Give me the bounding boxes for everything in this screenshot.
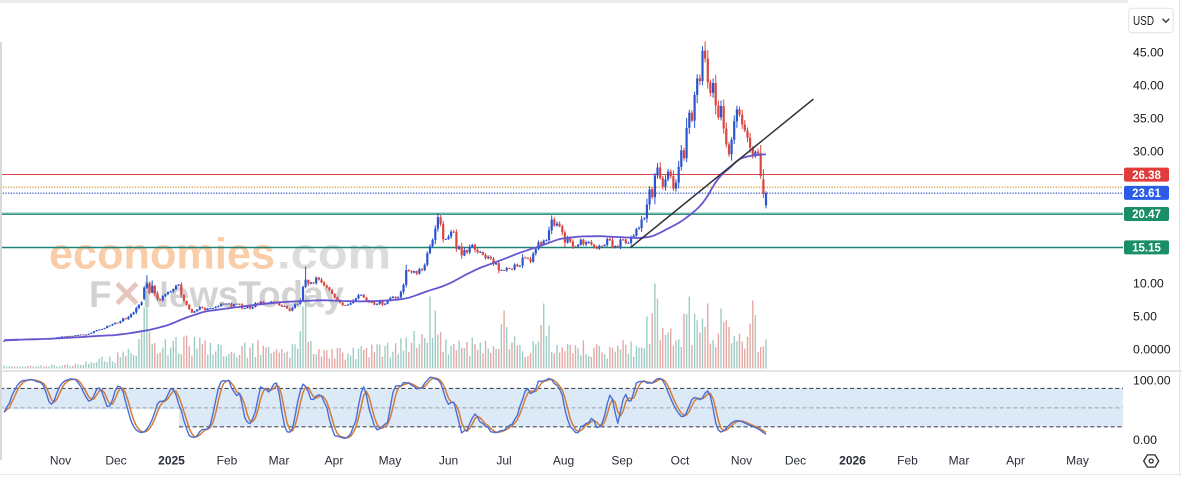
svg-text:USD: USD xyxy=(1133,13,1154,28)
svg-text:45.00: 45.00 xyxy=(1133,45,1164,59)
svg-text:Nov: Nov xyxy=(50,454,71,468)
svg-text:Feb: Feb xyxy=(217,454,238,468)
svg-text:.com: .com xyxy=(277,230,391,279)
svg-text:23.61: 23.61 xyxy=(1132,188,1161,200)
svg-text:0.00: 0.00 xyxy=(1133,433,1157,447)
svg-text:30.00: 30.00 xyxy=(1133,144,1164,158)
svg-text:May: May xyxy=(379,454,402,468)
svg-text:Apr: Apr xyxy=(325,454,344,468)
svg-text:Feb: Feb xyxy=(897,454,918,468)
svg-text:Nov: Nov xyxy=(731,454,752,468)
svg-text:0.0000: 0.0000 xyxy=(1133,342,1171,356)
svg-text:100.00: 100.00 xyxy=(1133,373,1171,387)
svg-text:Dec: Dec xyxy=(785,454,806,468)
svg-text:26.38: 26.38 xyxy=(1132,170,1161,182)
svg-text:35.00: 35.00 xyxy=(1133,111,1164,125)
svg-text:Mar: Mar xyxy=(949,454,970,468)
svg-text:10.00: 10.00 xyxy=(1133,276,1164,290)
svg-text:Dec: Dec xyxy=(105,454,126,468)
svg-text:Sep: Sep xyxy=(611,454,633,468)
svg-text:Jun: Jun xyxy=(439,454,458,468)
svg-text:15.15: 15.15 xyxy=(1132,243,1161,255)
svg-text:economies: economies xyxy=(49,230,275,279)
svg-text:20.47: 20.47 xyxy=(1132,209,1161,221)
svg-text:Jul: Jul xyxy=(496,454,511,468)
svg-text:5.00: 5.00 xyxy=(1133,309,1157,323)
svg-text:2025: 2025 xyxy=(158,454,185,468)
svg-text:Apr: Apr xyxy=(1006,454,1025,468)
svg-text:40.00: 40.00 xyxy=(1133,78,1164,92)
svg-text:Mar: Mar xyxy=(269,454,290,468)
svg-text:2026: 2026 xyxy=(839,454,866,468)
svg-text:F✕NewsToday: F✕NewsToday xyxy=(89,274,344,315)
svg-text:May: May xyxy=(1066,454,1089,468)
svg-text:Aug: Aug xyxy=(553,454,574,468)
svg-text:Oct: Oct xyxy=(671,454,690,468)
